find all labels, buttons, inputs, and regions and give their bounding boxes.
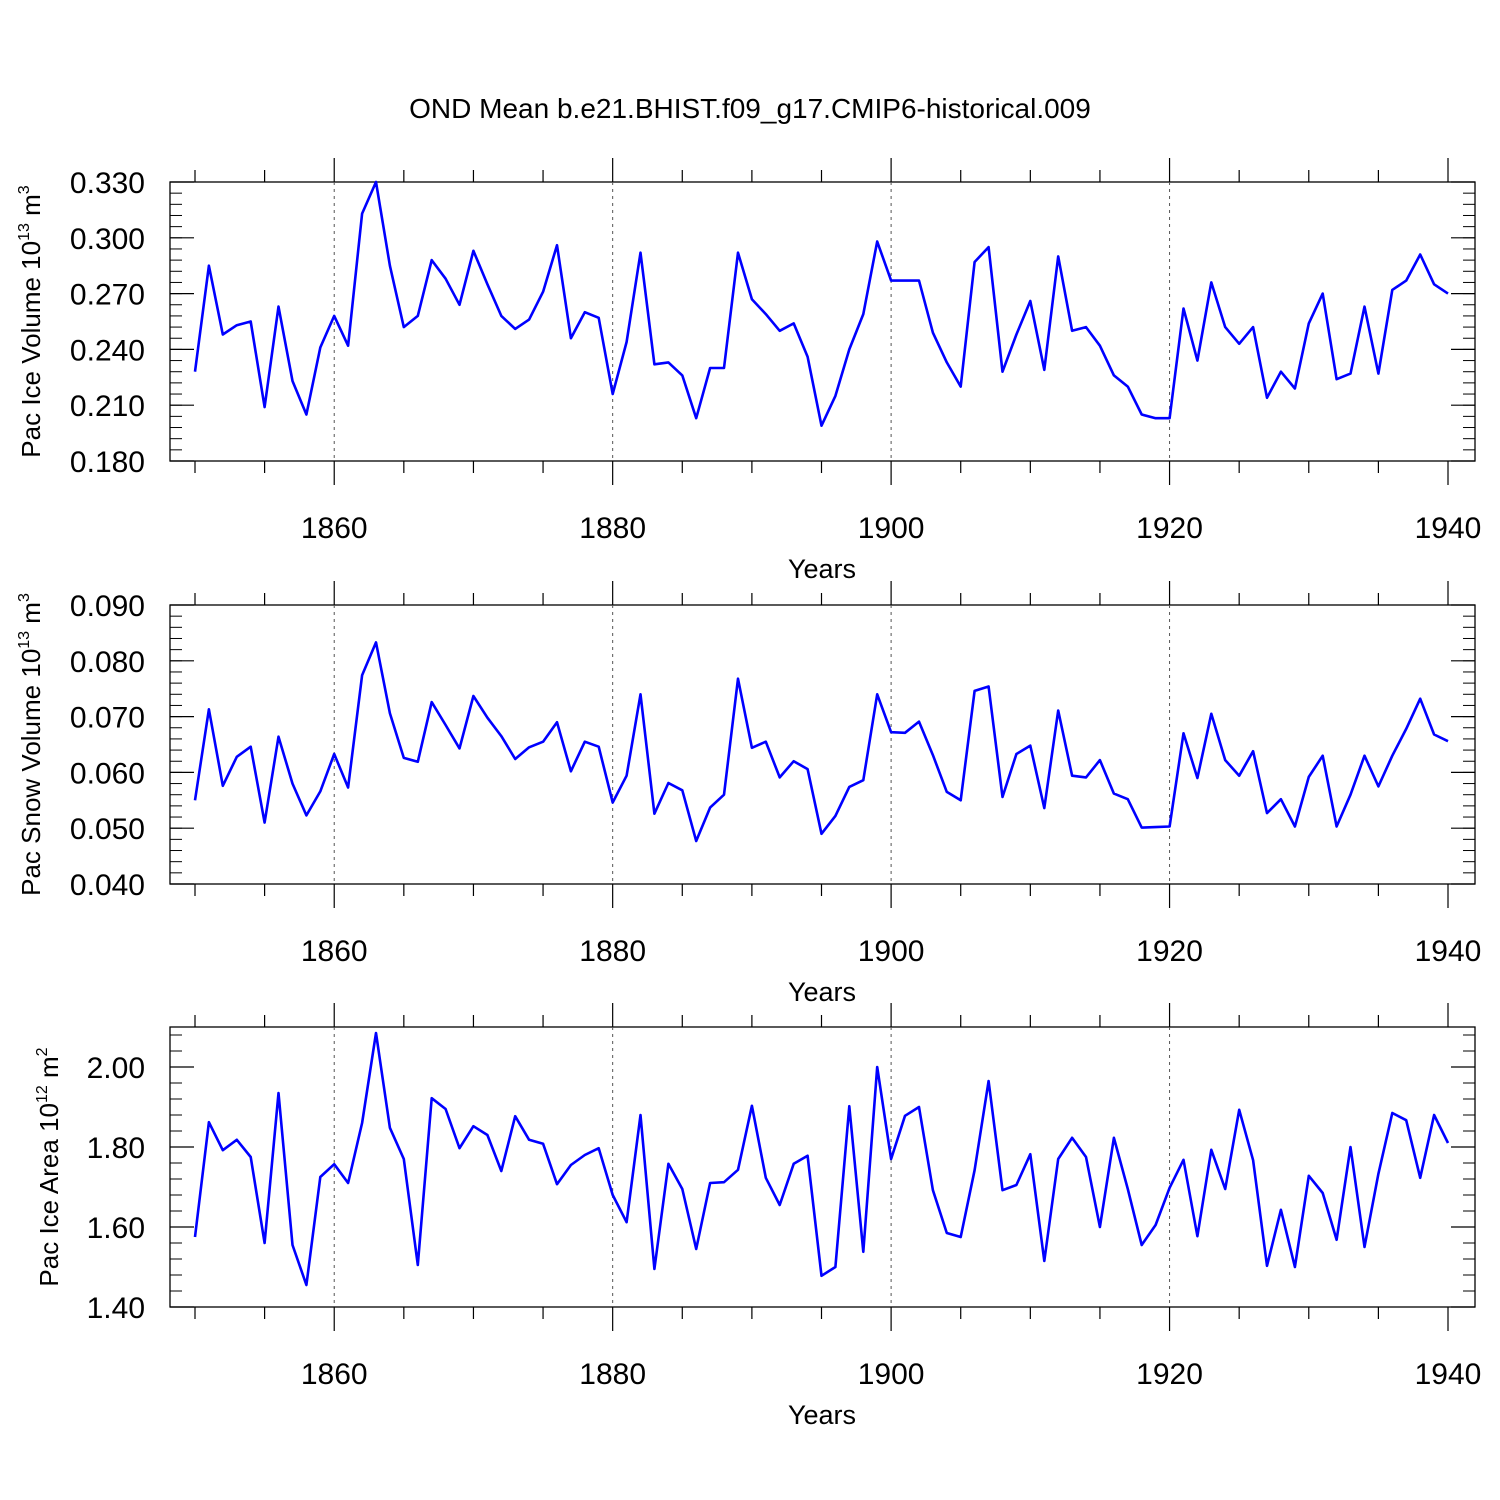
x-axis-label: Years	[788, 1400, 856, 1430]
chart-title: OND Mean b.e21.BHIST.f09_g17.CMIP6-histo…	[409, 93, 1091, 124]
y-tick-label: 1.60	[87, 1212, 145, 1245]
y-tick-label: 0.270	[70, 279, 145, 312]
y-tick-label: 0.080	[70, 646, 145, 679]
y-axis-label: Pac Ice Volume 1013 m3	[16, 185, 46, 458]
panel-1: 1860 1880 1900 1920 1940 Years 0.330 0.300 0.270…	[16, 158, 1481, 584]
plot-frame	[169, 181, 1476, 462]
x-tick-label: 1900	[858, 935, 925, 968]
y-tick-label: 0.330	[70, 167, 145, 200]
data-series-line	[193, 180, 1449, 428]
plot-frame	[169, 1026, 1476, 1308]
y-tick-label: 0.070	[70, 702, 145, 735]
plot-frame	[169, 604, 1476, 885]
y-tick-label: 0.210	[70, 390, 145, 423]
x-axis-label: Years	[788, 977, 856, 1007]
x-tick-label: 1860	[301, 512, 368, 545]
y-tick-label: 2.00	[87, 1052, 145, 1085]
x-tick-label: 1940	[1415, 935, 1482, 968]
y-axis-label: Pac Ice Area 1012 m2	[34, 1047, 64, 1286]
y-tick-label: 1.80	[87, 1132, 145, 1165]
x-tick-label: 1900	[858, 512, 925, 545]
x-axis-label: Years	[788, 554, 856, 584]
x-tick-label: 1880	[579, 1358, 646, 1391]
y-tick-label: 0.050	[70, 813, 145, 846]
y-axis-label: Pac Snow Volume 1013 m3	[16, 593, 46, 896]
x-tick-label: 1940	[1415, 512, 1482, 545]
x-tick-label: 1880	[579, 935, 646, 968]
data-series-line	[193, 1031, 1450, 1287]
x-tick-label: 1860	[301, 1358, 368, 1391]
chart-panels: 1860 1880 1900 1920 1940 Years 0.330 0.300 0.270…	[16, 158, 1481, 1430]
data-series-line	[193, 641, 1449, 843]
panel-2: 1860 1880 1900 1920 1940 Years 0.090 0.080 0.070…	[16, 581, 1481, 1007]
y-tick-label: 0.240	[70, 334, 145, 367]
x-tick-label: 1900	[858, 1358, 925, 1391]
x-tick-label: 1920	[1136, 1358, 1203, 1391]
x-tick-label: 1860	[301, 935, 368, 968]
x-tick-label: 1880	[579, 512, 646, 545]
y-tick-label: 0.060	[70, 757, 145, 790]
x-tick-label: 1940	[1415, 1358, 1482, 1391]
y-tick-label: 0.040	[70, 869, 145, 902]
panel-3: 1860 1880 1900 1920 1940 Years 2.00 1.80 1.60 1.4…	[34, 1003, 1481, 1430]
y-tick-label: 1.40	[87, 1292, 145, 1325]
y-tick-label: 0.180	[70, 446, 145, 479]
y-tick-label: 0.300	[70, 223, 145, 256]
x-tick-label: 1920	[1136, 935, 1203, 968]
x-tick-label: 1920	[1136, 512, 1203, 545]
y-tick-label: 0.090	[70, 590, 145, 623]
